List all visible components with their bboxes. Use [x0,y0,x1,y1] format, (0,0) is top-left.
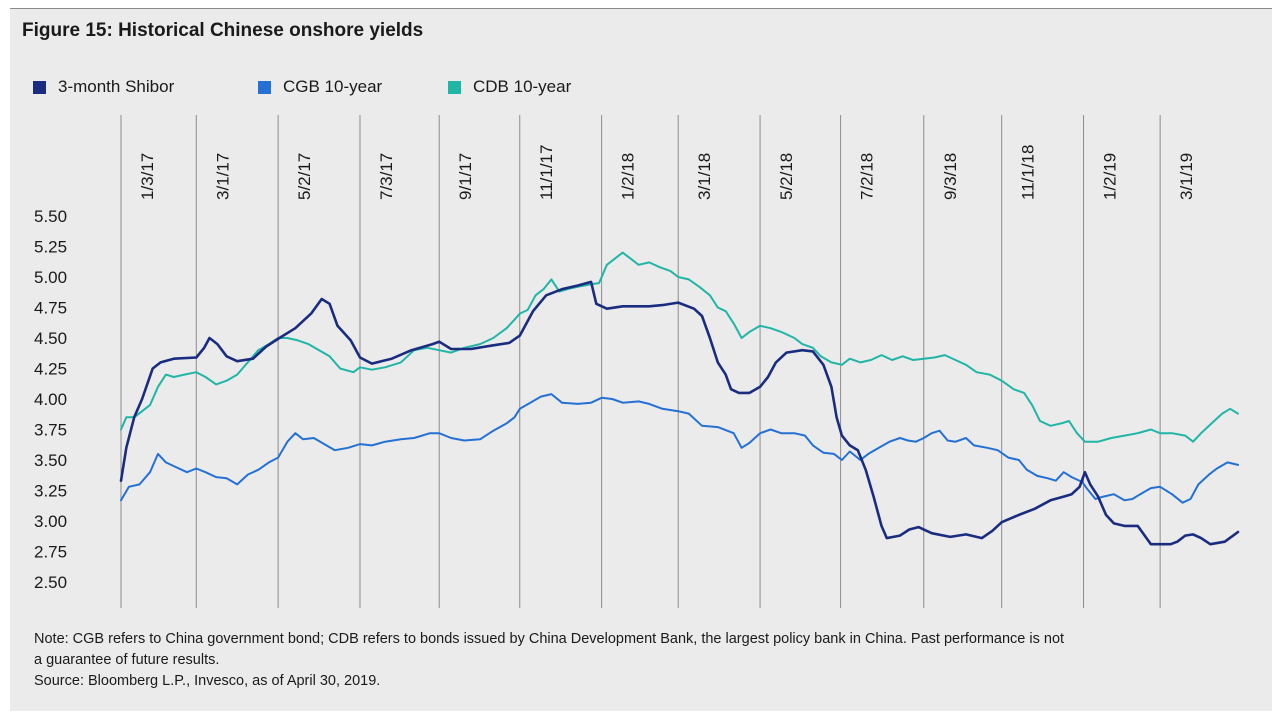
figure-title: Figure 15: Historical Chinese onshore yi… [22,20,424,41]
y-tick-label: 4.00 [34,390,67,409]
series-line-cgb [120,393,1239,504]
chart-notes: Note: CGB refers to China government bon… [34,629,1234,692]
x-tick-label: 11/1/17 [537,145,556,200]
y-tick-label: 4.75 [34,299,67,318]
x-tick-label: 1/2/19 [1101,153,1120,200]
legend-item-cgb: CGB 10-year [258,77,382,97]
legend-label-cgb: CGB 10-year [283,77,383,96]
x-tick-label: 3/1/19 [1177,153,1196,200]
y-tick-label: 5.50 [34,207,67,226]
x-tick-label: 5/2/18 [777,153,796,200]
x-tick-label: 7/3/17 [377,153,396,200]
x-tick-label: 1/2/18 [619,153,638,200]
x-tick-label: 7/2/18 [858,153,877,200]
y-tick-label: 4.25 [34,360,67,379]
note-line-1: Note: CGB refers to China government bon… [34,631,1065,647]
x-tick-label: 5/2/17 [295,153,314,200]
legend-item-cdb: CDB 10-year [448,77,571,97]
legend-label-shibor: 3-month Shibor [58,77,175,96]
y-tick-label: 4.50 [34,329,67,348]
y-tick-label: 3.25 [34,482,67,501]
source-line: Source: Bloomberg L.P., Invesco, as of A… [34,673,381,689]
figure-panel [10,9,1272,711]
legend-item-shibor: 3-month Shibor [33,77,174,97]
legend-swatch-cgb [258,80,271,94]
series-line-shibor [119,280,1240,546]
series-line-cdb [120,251,1239,443]
y-tick-label: 3.00 [34,512,67,531]
legend-label-cdb: CDB 10-year [473,77,572,96]
x-tick-label: 9/3/18 [941,153,960,200]
x-tick-label: 1/3/17 [138,153,157,200]
chart-legend: 3-month Shibor CGB 10-year CDB 10-year [0,77,1280,101]
y-tick-label: 2.50 [34,573,67,592]
x-tick-label: 11/1/18 [1019,145,1038,200]
y-tick-label: 5.00 [34,268,67,287]
y-tick-label: 3.75 [34,421,67,440]
y-tick-label: 3.50 [34,451,67,470]
x-tick-label: 3/1/18 [695,153,714,200]
note-line-2: a guarantee of future results. [34,652,220,668]
x-tick-label: 9/1/17 [456,153,475,200]
y-tick-label: 2.75 [34,543,67,562]
x-tick-label: 3/1/17 [213,153,232,200]
top-divider [10,8,1272,9]
legend-swatch-shibor [33,80,46,94]
legend-swatch-cdb [448,80,461,94]
y-tick-label: 5.25 [34,238,67,257]
